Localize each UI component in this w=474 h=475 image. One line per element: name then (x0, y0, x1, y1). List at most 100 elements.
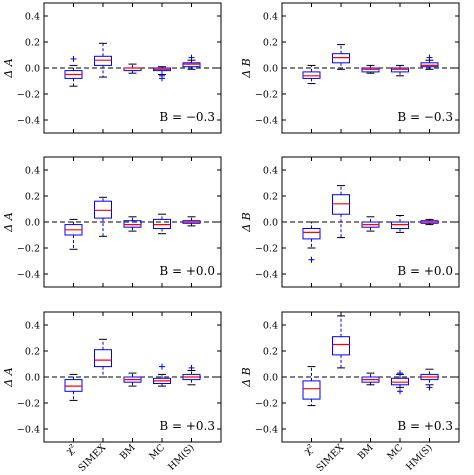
outlier-marker (188, 54, 195, 61)
y-tick-label: 0.2 (263, 347, 278, 358)
box-4: MC (385, 312, 409, 462)
y-tick-label: −0.2 (255, 399, 278, 410)
outlier-marker (426, 384, 433, 391)
box-body (302, 228, 321, 240)
box-body (94, 55, 112, 66)
y-tick-label: −0.4 (255, 270, 278, 281)
box-1 (64, 3, 83, 133)
y-tick-label: −0.2 (255, 90, 278, 101)
box-3 (123, 157, 142, 287)
box-2 (332, 3, 350, 133)
box-body (302, 380, 321, 400)
panel-annotation: B = +0.3 (159, 419, 215, 433)
box-3: BM (118, 312, 142, 462)
box-1 (64, 157, 83, 287)
y-tick-label: 0.4 (25, 12, 40, 23)
box-4 (153, 157, 171, 287)
x-tick-label: SIMEX (77, 442, 109, 474)
outlier-marker (397, 388, 403, 395)
y-tick-label: 0.4 (263, 166, 278, 177)
y-tick-label: −0.2 (17, 399, 40, 410)
box-body (332, 53, 350, 64)
box-4 (391, 3, 409, 133)
y-axis-label: Δ A (2, 212, 15, 232)
panel-2: −0.4 −0.2 0.0 0.2 0.4 Δ B B = −0.3 (240, 2, 460, 134)
box-1: χ² (64, 312, 83, 457)
y-tick-label: −0.2 (17, 244, 40, 255)
box-5 (420, 157, 439, 287)
x-tick-label: SIMEX (315, 442, 347, 474)
y-tick-label: −0.4 (17, 270, 40, 281)
box-1 (302, 157, 321, 287)
y-tick-label: 0.0 (25, 373, 40, 384)
box-2 (94, 3, 112, 133)
outlier-marker (70, 55, 77, 62)
y-tick-label: −0.4 (255, 116, 278, 127)
panel-annotation: B = +0.3 (397, 419, 453, 433)
box-4: MC (147, 312, 171, 462)
box-body (332, 336, 350, 356)
box-body (420, 62, 439, 68)
box-2 (332, 157, 350, 287)
y-tick-label: 0.0 (25, 64, 40, 75)
outlier-marker (159, 363, 165, 370)
outlier-marker (426, 54, 433, 61)
box-body (94, 200, 112, 219)
y-tick-label: −0.2 (17, 90, 40, 101)
y-tick-label: −0.4 (255, 425, 278, 436)
box-4 (391, 157, 409, 287)
box-1: χ² (302, 312, 321, 457)
box-body (391, 67, 409, 73)
x-tick-label: HM(S) (166, 442, 196, 472)
y-axis-label: Δ B (240, 212, 253, 233)
y-tick-label: 0.0 (263, 373, 278, 384)
box-5 (182, 157, 201, 287)
outlier-marker (308, 256, 315, 263)
outlier-marker (159, 75, 165, 82)
x-tick-label: MC (147, 442, 167, 462)
box-3 (361, 3, 380, 133)
box-3 (361, 157, 380, 287)
box-4 (153, 3, 171, 133)
y-axis-label: Δ B (240, 58, 253, 79)
y-tick-label: 0.0 (263, 64, 278, 75)
y-tick-label: 0.0 (25, 218, 40, 229)
box-body (391, 377, 409, 386)
panel-1: −0.4 −0.2 0.0 0.2 0.4 Δ A B = −0.3 (2, 2, 222, 134)
box-body (182, 62, 201, 68)
y-tick-label: 0.0 (263, 218, 278, 229)
box-2: SIMEX (77, 312, 112, 474)
box-5 (420, 3, 439, 133)
y-axis-label: Δ A (2, 367, 15, 387)
outlier-marker (397, 370, 403, 377)
y-tick-label: 0.2 (263, 38, 278, 49)
y-tick-label: 0.2 (25, 38, 40, 49)
box-5: HM(S) (404, 312, 439, 473)
y-tick-label: −0.2 (255, 244, 278, 255)
box-5 (182, 3, 201, 133)
panel-annotation: B = −0.3 (397, 110, 453, 124)
x-tick-label: χ² (302, 442, 317, 457)
y-tick-label: 0.2 (25, 192, 40, 203)
y-tick-label: 0.2 (25, 347, 40, 358)
x-tick-label: χ² (64, 442, 79, 457)
x-tick-label: HM(S) (404, 442, 434, 472)
x-tick-label: BM (356, 442, 376, 462)
panel-3: −0.4 −0.2 0.0 0.2 0.4 Δ A B = +0.0 (2, 156, 222, 288)
x-tick-label: BM (118, 442, 138, 462)
box-3 (123, 3, 142, 133)
box-1 (302, 3, 321, 133)
panel-4: −0.4 −0.2 0.0 0.2 0.4 Δ B B = +0.0 (240, 156, 460, 288)
y-tick-label: 0.4 (25, 166, 40, 177)
y-tick-label: 0.4 (25, 321, 40, 332)
box-body (302, 71, 321, 79)
y-tick-label: 0.4 (263, 12, 278, 23)
y-tick-label: −0.4 (17, 425, 40, 436)
y-axis-label: Δ B (240, 367, 253, 388)
outlier-marker (188, 364, 195, 371)
y-tick-label: 0.4 (263, 321, 278, 332)
y-tick-label: −0.4 (17, 116, 40, 127)
panel-annotation: B = +0.0 (159, 264, 215, 278)
